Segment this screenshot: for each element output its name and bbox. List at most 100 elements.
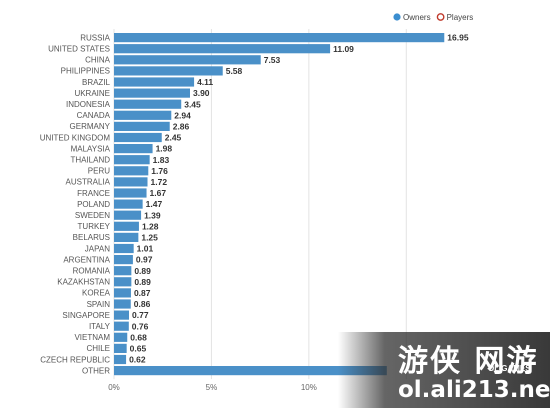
labels-layer: RUSSIA 16.95 UNITED STATES 11.09 CHINA 7.53 PH… [40, 33, 469, 376]
data-label: 3.45 [184, 99, 201, 109]
data-label: 11.09 [333, 44, 354, 54]
bar-belarus[interactable] [114, 232, 139, 242]
data-label: 0.97 [136, 255, 153, 265]
data-label: 1.39 [144, 210, 161, 220]
data-label: 1.83 [153, 155, 170, 165]
category-label: KAZAKHSTAN [57, 278, 110, 287]
category-label: KOREA [82, 289, 111, 298]
category-label: ROMANIA [73, 267, 111, 276]
data-label: 4.11 [197, 77, 213, 87]
data-label: 0.76 [132, 321, 149, 331]
category-label: ITALY [89, 322, 111, 331]
category-label: JAPAN [85, 244, 110, 253]
data-label: 1.47 [146, 199, 163, 209]
category-label: PERU [88, 167, 110, 176]
data-label: 0.77 [132, 310, 149, 320]
category-label: CANADA [77, 111, 111, 120]
data-label: 0.68 [130, 332, 147, 342]
category-label: SPAIN [87, 300, 111, 309]
category-label: UNITED STATES [48, 45, 110, 54]
category-label: SWEDEN [75, 211, 110, 220]
x-tick-label: 10% [301, 383, 317, 392]
bar-philippines[interactable] [114, 66, 223, 76]
x-tick-label: 5% [206, 383, 218, 392]
x-tick-label: 0% [108, 383, 120, 392]
watermark-logo: 游侠 网游 OL GAMES ol.ali213.net [338, 332, 550, 408]
data-label: 2.86 [173, 122, 190, 132]
category-label: BELARUS [73, 233, 110, 242]
data-label: 2.45 [165, 133, 182, 143]
bar-thailand[interactable] [114, 155, 150, 165]
category-label: THAILAND [70, 156, 110, 165]
bar-canada[interactable] [114, 110, 172, 120]
bar-malaysia[interactable] [114, 144, 153, 154]
bar-japan[interactable] [114, 243, 134, 254]
bar-korea[interactable] [114, 288, 131, 298]
category-label: VIETNAM [74, 333, 110, 342]
watermark-sub-text: OL GAMES [488, 364, 531, 373]
category-label: CZECH REPUBLIC [40, 355, 110, 364]
category-label: MALAYSIA [71, 144, 111, 153]
legend[interactable]: Owners Players [393, 13, 473, 22]
bar-vietnam[interactable] [114, 332, 128, 342]
category-label: BRAZIL [82, 78, 111, 87]
category-label: POLAND [77, 200, 110, 209]
legend-label-owners[interactable]: Owners [403, 13, 431, 22]
bar-brazil[interactable] [114, 77, 195, 87]
bar-russia[interactable] [114, 33, 445, 43]
data-label: 1.98 [156, 144, 173, 154]
category-label: UKRAINE [74, 89, 110, 98]
data-label: 16.95 [447, 33, 469, 43]
x-axis: 0% 5% 10% [108, 383, 317, 392]
category-label: TURKEY [78, 222, 111, 231]
legend-marker-players [436, 13, 445, 21]
bars-layer [114, 33, 445, 376]
data-label: 1.72 [151, 177, 168, 187]
data-label: 1.76 [151, 166, 168, 176]
bar-indonesia[interactable] [114, 99, 182, 109]
bar-poland[interactable] [114, 199, 143, 209]
bar-other[interactable] [114, 366, 387, 376]
bar-turkey[interactable] [114, 221, 139, 231]
data-label: 7.53 [264, 55, 281, 65]
legend-label-players[interactable]: Players [447, 13, 474, 22]
bar-china[interactable] [114, 55, 261, 65]
category-label: OTHER [82, 366, 110, 375]
bar-sweden[interactable] [114, 210, 142, 220]
data-label: 1.01 [137, 244, 154, 254]
bar-singapore[interactable] [114, 310, 130, 320]
category-label: SINGAPORE [62, 311, 110, 320]
bar-kazakhstan[interactable] [114, 277, 132, 287]
category-label: PHILIPPINES [61, 67, 110, 76]
data-label: 2.94 [174, 110, 191, 120]
category-label: RUSSIA [80, 33, 110, 42]
data-label: 0.87 [134, 288, 151, 298]
bar-peru[interactable] [114, 166, 149, 176]
bar-germany[interactable] [114, 121, 170, 131]
legend-marker-owners [393, 13, 401, 21]
category-label: INDONESIA [66, 100, 111, 109]
data-label: 1.25 [141, 233, 158, 243]
bar-argentina[interactable] [114, 255, 133, 265]
category-label: CHINA [85, 56, 111, 65]
bar-france[interactable] [114, 188, 147, 198]
category-label: GERMANY [70, 122, 111, 131]
bar-romania[interactable] [114, 266, 132, 276]
category-label: ARGENTINA [63, 255, 110, 264]
bar-ukraine[interactable] [114, 88, 190, 98]
data-label: 3.90 [193, 88, 210, 98]
bar-chile[interactable] [114, 343, 127, 353]
data-label: 0.89 [134, 266, 151, 276]
data-label: 0.65 [130, 344, 147, 354]
bar-united-states[interactable] [114, 44, 331, 54]
bar-united-kingdom[interactable] [114, 132, 162, 143]
bar-australia[interactable] [114, 177, 148, 187]
data-label: 1.67 [150, 188, 167, 198]
category-label: UNITED KINGDOM [40, 133, 111, 142]
bar-italy[interactable] [114, 321, 129, 331]
watermark-chinese-text: 游侠 网游 [398, 344, 539, 379]
bar-czech-republic[interactable] [114, 354, 127, 365]
bar-spain[interactable] [114, 299, 131, 309]
